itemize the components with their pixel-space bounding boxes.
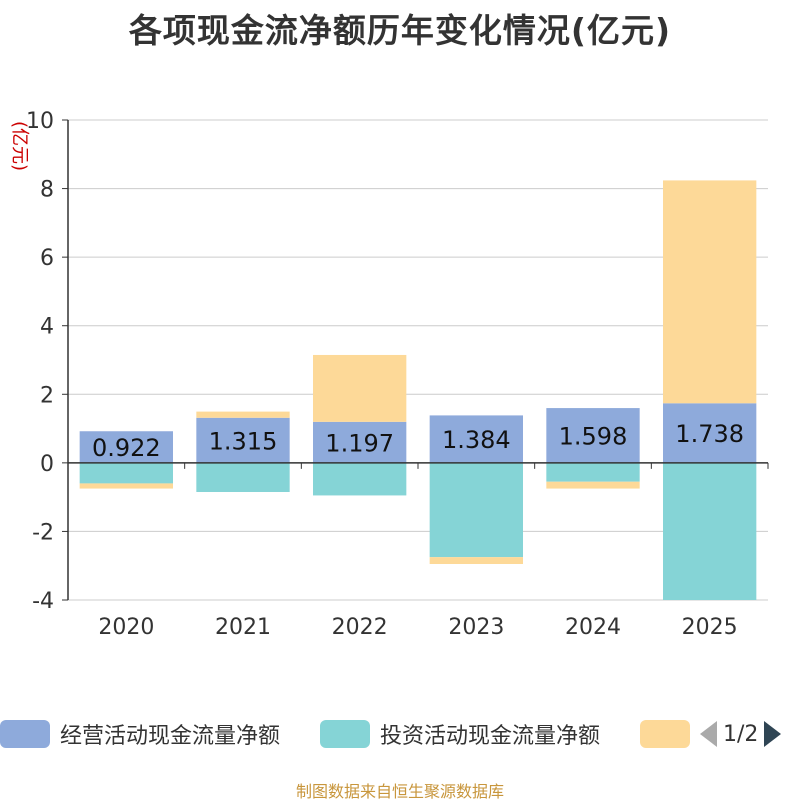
bar-series-1-2025	[663, 462, 757, 600]
y-tick-label: 0	[40, 452, 54, 477]
bar-series-0-2020	[79, 431, 173, 463]
bar-series-2-2023	[429, 557, 523, 564]
legend-label-investing: 投资活动现金流量净额	[380, 724, 601, 749]
legend-pager: 1/2	[700, 716, 782, 752]
y-tick-label: -4	[32, 589, 54, 614]
legend-item-investing[interactable]: 投资活动现金流量净额	[320, 716, 600, 752]
bar-series-0-2025	[663, 403, 757, 463]
bar-series-2-2020	[79, 483, 173, 489]
bar-series-1-2023	[429, 462, 523, 558]
legend-label-operating: 经营活动现金流量净额	[60, 724, 281, 749]
y-tick-label: 2	[40, 383, 54, 408]
x-tick-label: 2020	[98, 615, 154, 640]
legend-item-financing[interactable]	[640, 716, 690, 752]
chart-title: 各项现金流净额历年变化情况(亿元)	[128, 11, 672, 50]
data-label: 1.197	[325, 429, 394, 457]
legend-item-operating[interactable]: 经营活动现金流量净额	[0, 716, 280, 752]
legend-swatch-investing	[320, 720, 370, 748]
data-label: 1.384	[442, 426, 511, 454]
bar-series-1-2020	[79, 462, 173, 484]
legend-swatch-operating	[0, 720, 50, 748]
bar-series-0-2023	[429, 415, 523, 463]
bar-series-1-2021	[196, 462, 290, 492]
data-label: 1.738	[675, 420, 744, 448]
bar-series-0-2024	[546, 408, 640, 463]
x-tick-label: 2024	[565, 615, 621, 640]
bar-series-0-2022	[313, 421, 407, 463]
y-axis-label: (亿元)	[9, 121, 30, 171]
x-tick-label: 2022	[332, 615, 388, 640]
data-label: 1.315	[209, 427, 278, 455]
legend-swatch-financing	[640, 720, 690, 748]
bar-series-2-2024	[546, 481, 640, 489]
bar-series-1-2024	[546, 462, 640, 482]
y-tick-label: 10	[26, 109, 54, 134]
y-tick-label: 6	[40, 246, 54, 271]
x-tick-label: 2021	[215, 615, 271, 640]
bar-series-2-2022	[313, 354, 407, 422]
y-tick-label: 4	[40, 315, 54, 340]
source-text: 制图数据来自恒生聚源数据库	[295, 782, 504, 801]
data-label: 1.598	[559, 422, 628, 450]
bar-series-1-2022	[313, 462, 407, 496]
triangle-left-icon[interactable]	[700, 721, 717, 747]
bar-series-0-2021	[196, 417, 290, 463]
x-tick-label: 2025	[682, 615, 738, 640]
chart-plot: -4 -2 0 2 4 6 8 10(亿元) 0.922 1.315 1.197 1.384 1.598…	[9, 109, 769, 640]
triangle-right-icon[interactable]	[764, 721, 782, 747]
legend: 经营活动现金流量净额 投资活动现金流量净额 1/2	[0, 716, 800, 752]
y-tick-label: -2	[32, 520, 54, 545]
data-label: 0.922	[92, 434, 161, 462]
bar-series-2-2021	[196, 411, 290, 418]
x-tick-label: 2023	[448, 615, 504, 640]
legend-page-text: 1/2	[723, 721, 759, 747]
y-tick-label: 8	[40, 178, 54, 203]
bar-series-2-2025	[663, 180, 757, 404]
